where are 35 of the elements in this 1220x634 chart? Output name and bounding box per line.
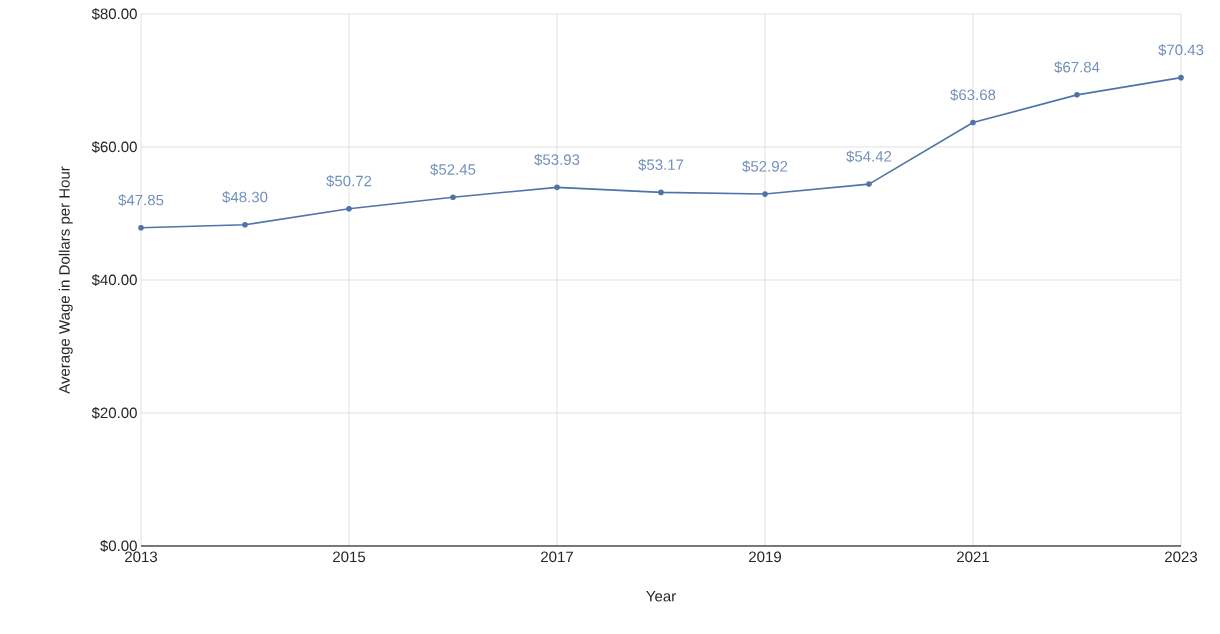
- point: [866, 181, 872, 187]
- x-tick-label: 2023: [1165, 551, 1198, 563]
- data-label: $53.93: [534, 153, 580, 166]
- data-label: $54.42: [846, 150, 892, 163]
- x-tick-label: 2017: [541, 551, 573, 563]
- y-tick-label: $0.00: [100, 539, 137, 553]
- point: [1178, 74, 1184, 81]
- x-tick-label: 2015: [333, 551, 366, 563]
- y-tick-label: $80.00: [91, 7, 137, 21]
- point: [450, 194, 456, 200]
- x-tick-label: 2021: [957, 551, 989, 563]
- y-tick-label: $40.00: [91, 273, 137, 287]
- y-axis-title: Average Wage in Dollars per Hour: [58, 166, 73, 394]
- x-tick-label: 2019: [749, 551, 781, 563]
- x-axis-title: Year: [646, 591, 676, 602]
- data-label: $70.43: [1158, 43, 1204, 57]
- point: [554, 184, 560, 191]
- data-label: $48.30: [222, 191, 268, 204]
- data-label: $63.68: [950, 88, 996, 101]
- data-label: $52.45: [430, 163, 476, 176]
- data-label: $47.85: [118, 194, 164, 207]
- data-label: $67.84: [1054, 61, 1100, 74]
- y-tick-label: $60.00: [91, 140, 137, 154]
- y-tick-label: $20.00: [91, 406, 137, 420]
- point: [1074, 92, 1080, 98]
- point: [242, 222, 248, 228]
- data-label: $50.72: [326, 175, 372, 188]
- point: [970, 119, 976, 126]
- point: [658, 189, 664, 196]
- x-tick-label: 2013: [125, 551, 158, 563]
- data-label: $52.92: [742, 160, 788, 173]
- point: [138, 224, 144, 231]
- data-label: $53.17: [638, 158, 684, 171]
- point: [346, 205, 352, 212]
- point: [762, 191, 768, 197]
